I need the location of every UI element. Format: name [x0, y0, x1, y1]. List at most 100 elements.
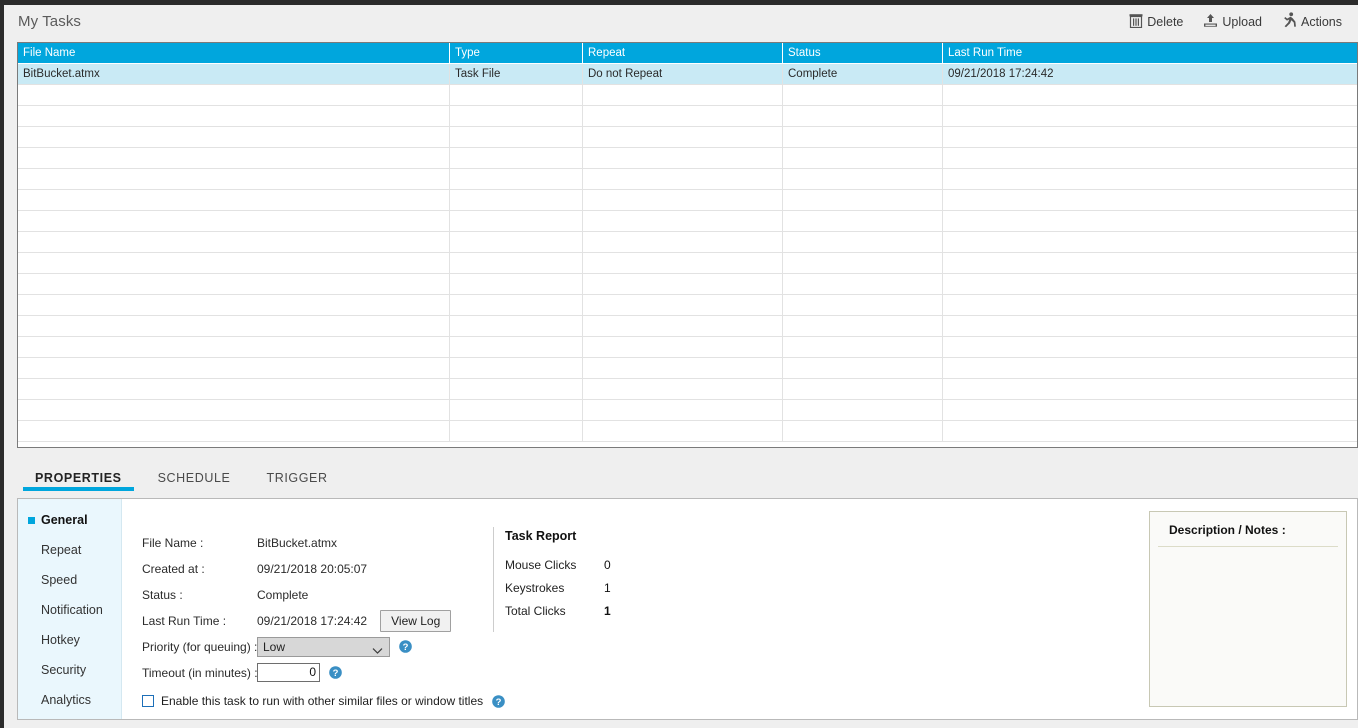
priority-help-icon[interactable]: ? — [399, 640, 412, 653]
cell-empty — [450, 211, 583, 231]
active-bullet-icon — [28, 516, 35, 524]
cell-empty — [450, 190, 583, 210]
table-row-empty[interactable] — [18, 400, 1357, 421]
cell-empty — [18, 379, 450, 399]
upload-button[interactable]: Upload — [1203, 13, 1262, 31]
cell-status: Complete — [783, 64, 943, 84]
cell-empty — [18, 148, 450, 168]
report-row-mouse-clicks: Mouse Clicks 0 — [505, 553, 611, 576]
enable-similar-label: Enable this task to run with other simil… — [161, 694, 484, 708]
table-row-empty[interactable] — [18, 211, 1357, 232]
column-header-status[interactable]: Status — [783, 43, 943, 63]
table-row-empty[interactable] — [18, 232, 1357, 253]
cell-empty — [783, 85, 943, 105]
table-row-empty[interactable] — [18, 379, 1357, 400]
cell-empty — [783, 337, 943, 357]
cell-empty — [450, 232, 583, 252]
cell-empty — [943, 421, 1357, 441]
tab-properties[interactable]: PROPERTIES — [17, 468, 140, 491]
cell-empty — [450, 400, 583, 420]
table-row-empty[interactable] — [18, 253, 1357, 274]
running-man-icon — [1282, 12, 1297, 31]
svg-text:?: ? — [496, 697, 502, 708]
sidebar-item-general[interactable]: General — [18, 505, 121, 535]
cell-empty — [943, 379, 1357, 399]
priority-select[interactable]: Low — [257, 636, 390, 657]
report-label-keystrokes: Keystrokes — [505, 580, 565, 595]
table-row-empty[interactable] — [18, 106, 1357, 127]
cell-empty — [943, 295, 1357, 315]
cell-empty — [783, 400, 943, 420]
delete-button-label: Delete — [1147, 14, 1184, 29]
table-row-empty[interactable] — [18, 421, 1357, 442]
actions-button[interactable]: Actions — [1282, 12, 1342, 31]
table-row-empty[interactable] — [18, 274, 1357, 295]
table-row-empty[interactable] — [18, 190, 1357, 211]
column-header-last-run-time[interactable]: Last Run Time — [948, 47, 1023, 59]
cell-empty — [450, 148, 583, 168]
column-header-repeat[interactable]: Repeat — [583, 43, 783, 63]
field-created-at-label: Created at : — [142, 561, 205, 576]
enable-similar-help-icon[interactable]: ? — [492, 694, 505, 708]
table-row-empty[interactable] — [18, 358, 1357, 379]
cell-empty — [783, 421, 943, 441]
tab-schedule[interactable]: SCHEDULE — [157, 471, 231, 485]
properties-body: File Name : BitBucket.atmx Created at : … — [122, 499, 1357, 719]
table-row-empty[interactable] — [18, 148, 1357, 169]
cell-empty — [783, 358, 943, 378]
toolbar: Delete Upload — [1129, 12, 1358, 31]
sidebar-item-repeat[interactable]: Repeat — [18, 535, 121, 565]
sidebar-item-analytics[interactable]: Analytics — [18, 685, 121, 715]
timeout-help-icon[interactable]: ? — [329, 666, 342, 679]
cell-empty — [783, 232, 943, 252]
cell-empty — [943, 400, 1357, 420]
cell-empty — [583, 274, 783, 294]
sidebar-item-hotkey[interactable]: Hotkey — [18, 625, 121, 655]
cell-empty — [583, 400, 783, 420]
field-last-run-time-label: Last Run Time : — [142, 613, 227, 628]
upload-button-label: Upload — [1222, 14, 1262, 29]
field-priority: Priority (for queuing) : Low ? — [142, 634, 502, 659]
table-row-empty[interactable] — [18, 316, 1357, 337]
column-header-file-name[interactable]: File Name — [18, 43, 450, 63]
tab-trigger[interactable]: TRIGGER — [266, 471, 328, 485]
cell-empty — [943, 211, 1357, 231]
sidebar-item-security[interactable]: Security — [18, 655, 121, 685]
sidebar-item-notification[interactable]: Notification — [18, 595, 121, 625]
cell-repeat: Do not Repeat — [583, 64, 783, 84]
cell-empty — [583, 211, 783, 231]
cell-empty — [450, 106, 583, 126]
task-grid: File Name Type Repeat Status Last Run Ti… — [17, 42, 1358, 448]
properties-nav: General Repeat Speed Notification Hotkey… — [18, 499, 122, 719]
sidebar-item-speed[interactable]: Speed — [18, 565, 121, 595]
vertical-divider — [493, 527, 494, 632]
table-row-empty[interactable] — [18, 127, 1357, 148]
cell-empty — [943, 358, 1357, 378]
cell-empty — [583, 358, 783, 378]
description-notes-panel: Description / Notes : — [1149, 511, 1347, 707]
priority-select-value: Low — [263, 639, 286, 654]
enable-similar-checkbox[interactable] — [142, 695, 154, 707]
cell-empty — [943, 274, 1357, 294]
cell-empty — [783, 295, 943, 315]
cell-empty — [943, 337, 1357, 357]
table-row-empty[interactable] — [18, 169, 1357, 190]
table-row[interactable]: BitBucket.atmx Task File Do not Repeat C… — [18, 64, 1357, 85]
description-notes-input[interactable] — [1150, 547, 1346, 697]
column-header-type[interactable]: Type — [450, 43, 583, 63]
delete-button[interactable]: Delete — [1129, 13, 1183, 31]
field-timeout: Timeout (in minutes) : 0 ? — [142, 660, 502, 685]
sidebar-item-label: Analytics — [41, 693, 92, 707]
detail-tabs: PROPERTIES SCHEDULE TRIGGER — [17, 468, 346, 496]
cell-empty — [450, 316, 583, 336]
field-status-label: Status : — [142, 587, 183, 602]
report-label-mouse-clicks: Mouse Clicks — [505, 557, 577, 572]
cell-empty — [583, 106, 783, 126]
cell-empty — [18, 190, 450, 210]
view-log-button[interactable]: View Log — [380, 609, 452, 632]
cell-empty — [943, 127, 1357, 147]
table-row-empty[interactable] — [18, 295, 1357, 316]
timeout-input[interactable]: 0 — [257, 663, 320, 682]
table-row-empty[interactable] — [18, 337, 1357, 358]
table-row-empty[interactable] — [18, 85, 1357, 106]
